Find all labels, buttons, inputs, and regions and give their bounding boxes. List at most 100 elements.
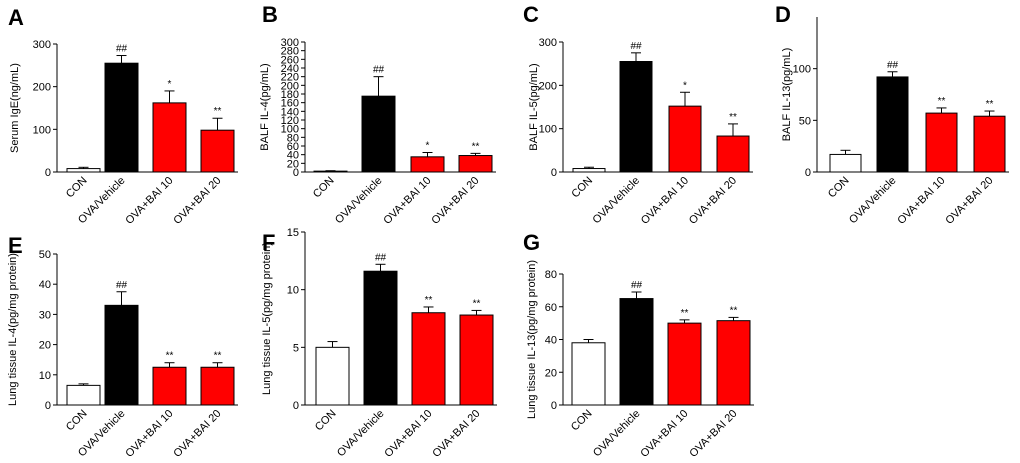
category-label: CON	[313, 408, 339, 434]
y-axis-label: Lung tissue IL-5(pg/mg protein)	[261, 242, 273, 395]
category-label: OVA+BAI 20	[171, 408, 223, 460]
y-axis-label: BALF IL-5(pg/mL)	[528, 63, 540, 150]
significance-label: **	[472, 141, 480, 152]
category-label: OVA+BAI 20	[430, 408, 482, 460]
bar	[829, 153, 862, 173]
bar	[361, 95, 396, 173]
panel-e: E 0 10 20 30 40 50 Lung tissue IL-4(pg/mg prote…	[7, 233, 238, 460]
y-tick-label: 15	[287, 227, 299, 239]
category-label: OVA+BAI 20	[687, 408, 739, 460]
category-label: OVA+BAI 10	[895, 175, 947, 227]
y-tick-label: 300	[281, 37, 299, 49]
significance-label: **	[473, 298, 481, 309]
bar	[572, 168, 606, 173]
bar	[571, 342, 606, 406]
y-tick-label: 240	[281, 63, 299, 75]
y-tick-label: 0	[293, 167, 299, 179]
category-label: OVA+BAI 20	[687, 175, 739, 227]
significance-label: **	[166, 351, 174, 362]
y-tick-label: 40	[287, 150, 299, 162]
y-tick-label: 80	[545, 269, 557, 281]
y-tick-label: 50	[799, 115, 811, 127]
bar	[315, 346, 350, 406]
category-label: OVA/Vehicle	[591, 175, 643, 227]
category-label: OVA+BAI 10	[123, 408, 175, 460]
significance-label: ##	[373, 65, 385, 76]
y-tick-label: 40	[39, 279, 51, 291]
y-axis-label: Serum IgE(ng/mL)	[9, 63, 21, 153]
y-tick-label: 200	[539, 80, 557, 92]
y-tick-label: 60	[287, 141, 299, 153]
category-label: CON	[569, 408, 595, 434]
bar	[66, 384, 101, 406]
panel-label: E	[8, 233, 23, 258]
bar	[200, 366, 235, 406]
significance-label: *	[168, 79, 172, 90]
y-tick-label: 0	[805, 167, 811, 179]
y-tick-label: 40	[545, 335, 557, 347]
bar	[66, 168, 101, 173]
category-label: CON	[569, 175, 595, 201]
y-tick-label: 140	[281, 106, 299, 118]
y-tick-label: 100	[33, 124, 51, 136]
bar	[973, 115, 1006, 173]
bar	[200, 129, 235, 173]
bar	[925, 112, 958, 173]
y-tick-label: 100	[539, 124, 557, 136]
y-tick-label: 0	[45, 167, 51, 179]
significance-label: *	[426, 141, 430, 152]
bar	[363, 270, 398, 406]
significance-label: *	[683, 80, 687, 91]
bar	[104, 62, 139, 173]
category-label: OVA+BAI 20	[171, 175, 223, 227]
y-tick-label: 20	[287, 158, 299, 170]
bar	[668, 105, 702, 173]
significance-label: ##	[887, 60, 899, 71]
panel-label: B	[262, 2, 278, 27]
bar	[411, 312, 446, 406]
category-label: OVA+BAI 10	[638, 408, 690, 460]
y-tick-label: 50	[39, 249, 51, 261]
y-tick-label: 0	[551, 167, 557, 179]
panel-c: C 0 100 200 300 BALF IL-5(pg/mL) CON ## OVA/Vehi…	[523, 2, 753, 227]
category-label: OVA+BAI 20	[943, 175, 995, 227]
significance-label: **	[938, 96, 946, 107]
category-label: OVA/Vehicle	[591, 408, 643, 460]
y-tick-label: 200	[281, 80, 299, 92]
bar	[313, 170, 348, 173]
significance-label: **	[986, 99, 994, 110]
y-tick-label: 200	[33, 82, 51, 94]
category-label: CON	[64, 175, 90, 201]
bar	[667, 322, 702, 406]
y-tick-label: 100	[281, 124, 299, 136]
y-tick-label: 30	[39, 309, 51, 321]
panel-label: A	[8, 5, 24, 30]
category-label: OVA/Vehicle	[847, 175, 899, 227]
panel-label: C	[523, 2, 539, 27]
significance-label: ##	[631, 280, 643, 291]
category-label: OVA+BAI 20	[429, 175, 481, 227]
bar	[619, 61, 653, 173]
bar	[458, 155, 493, 173]
y-tick-label: 160	[281, 98, 299, 110]
bar	[152, 366, 187, 406]
y-tick-label: 180	[281, 89, 299, 101]
panel-b: B 020406080100120140160180200220240260280…	[259, 2, 496, 227]
category-label: OVA+BAI 10	[382, 408, 434, 460]
significance-label: **	[214, 351, 222, 362]
significance-label: ##	[116, 44, 128, 55]
y-axis-label: BALF IL-4(pg/mL)	[259, 63, 271, 150]
panel-g: G 0 20 40 60 80 Lung tissue IL-13(pg/mg protei…	[523, 230, 754, 460]
y-tick-label: 5	[293, 342, 299, 354]
y-axis-label: Lung tissue IL-4(pg/mg protein)	[7, 253, 19, 406]
category-label: CON	[311, 175, 337, 201]
y-axis-label: BALF IL-13(pg/mL)	[781, 48, 793, 142]
bar	[619, 298, 654, 406]
y-tick-label: 300	[33, 39, 51, 51]
category-label: OVA+BAI 10	[123, 175, 175, 227]
panel-label: F	[262, 230, 275, 255]
category-label: CON	[64, 408, 90, 434]
